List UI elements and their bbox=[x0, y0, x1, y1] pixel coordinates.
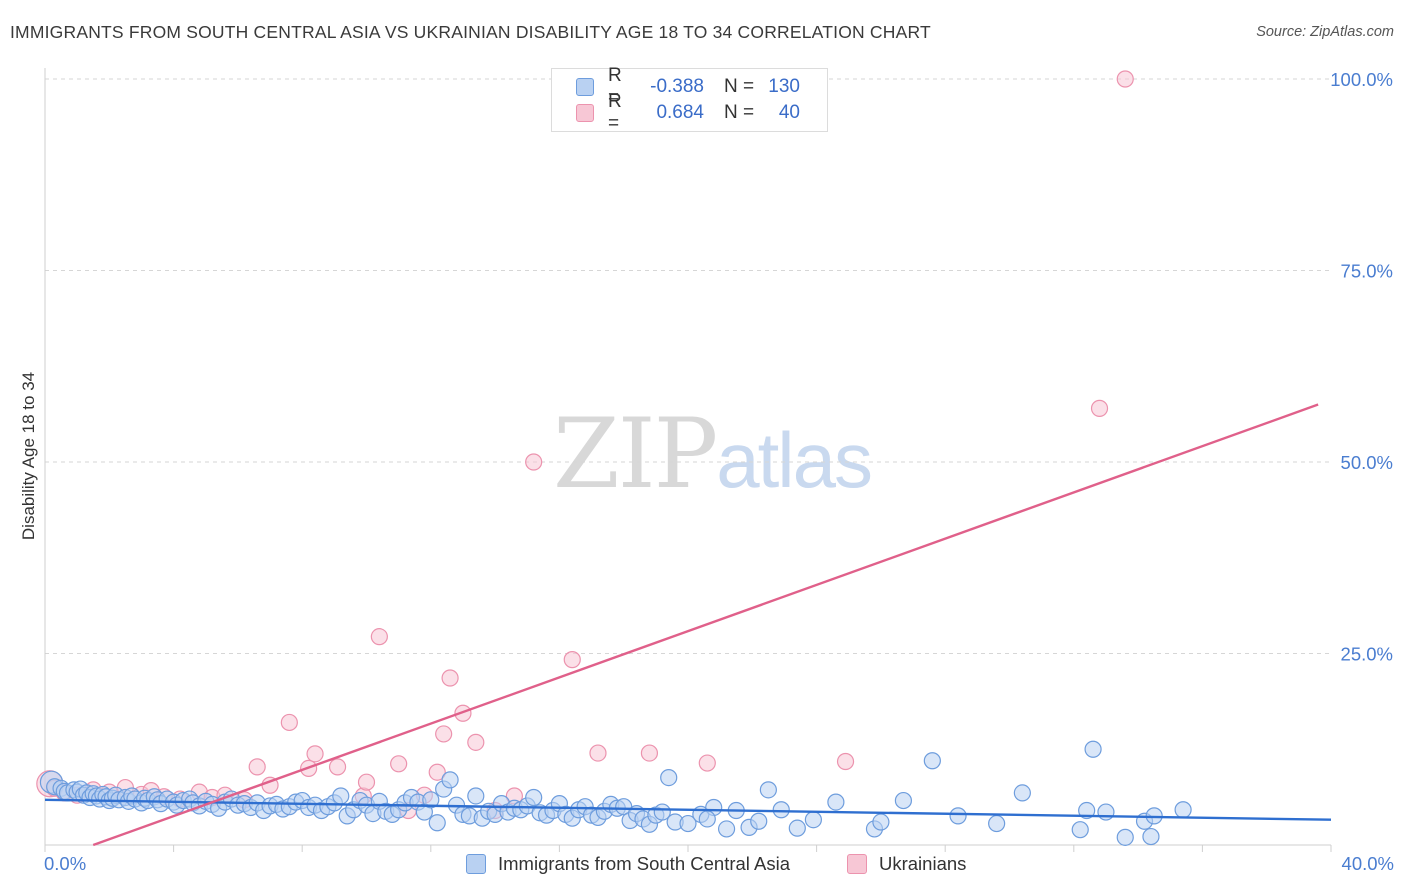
immigrants-point bbox=[894, 791, 913, 810]
y-tick-label: 25.0% bbox=[1341, 644, 1393, 665]
series-label-immigrants: Immigrants from South Central Asia bbox=[498, 853, 790, 874]
series-swatch-blue bbox=[466, 854, 486, 874]
immigrants-point bbox=[717, 820, 736, 838]
immigrants-point bbox=[1084, 740, 1102, 758]
legend-r-value: 0.684 bbox=[656, 102, 704, 123]
ukrainians-point bbox=[435, 725, 453, 743]
immigrants-point bbox=[428, 814, 446, 832]
ukrainians-point bbox=[328, 758, 347, 776]
immigrants-point bbox=[949, 807, 967, 825]
series-swatch-pink bbox=[847, 854, 867, 874]
legend-swatch-blue bbox=[576, 78, 594, 96]
immigrants-point bbox=[872, 813, 890, 831]
legend-n-label: N = bbox=[724, 102, 755, 123]
immigrants-point bbox=[804, 811, 822, 829]
legend-r-label: R = bbox=[608, 91, 622, 134]
immigrants-point bbox=[1013, 784, 1031, 802]
ukrainians-point bbox=[1090, 399, 1109, 417]
immigrants-point bbox=[750, 812, 768, 830]
immigrants-point bbox=[525, 788, 543, 807]
legend-r-label: R = bbox=[608, 65, 622, 108]
axis-labels: 25.0% 50.0% 75.0% 100.0% 0.0% 40.0% Disability… bbox=[19, 69, 1394, 874]
immigrants-point bbox=[467, 787, 485, 805]
immigrants-point bbox=[660, 768, 678, 787]
ukrainians-point bbox=[1116, 70, 1134, 88]
watermark: ZIPatlas bbox=[553, 398, 873, 510]
legend-n-value: 40 bbox=[778, 102, 800, 123]
immigrants-point bbox=[679, 814, 697, 833]
legend-r-value: -0.388 bbox=[650, 76, 704, 97]
ukrainians-point bbox=[390, 755, 408, 773]
ukrainians-point bbox=[428, 763, 446, 781]
ukrainians-point bbox=[441, 669, 459, 687]
correlation-legend: R = -0.388 N = 130 R = 0.684 N = 40 bbox=[551, 65, 828, 134]
immigrants-trend-line bbox=[44, 798, 1332, 821]
immigrants-point bbox=[759, 781, 777, 799]
x-tick-label-min: 0.0% bbox=[44, 853, 86, 874]
ukrainians-point bbox=[467, 733, 485, 751]
y-axis-label: Disability Age 18 to 34 bbox=[19, 372, 38, 540]
ukrainians-points bbox=[36, 70, 1134, 820]
ukrainians-trend-line bbox=[92, 403, 1319, 847]
legend-n-value: 130 bbox=[768, 76, 800, 97]
immigrants-point bbox=[1142, 827, 1160, 846]
chart-title: IMMIGRANTS FROM SOUTH CENTRAL ASIA VS UK… bbox=[10, 22, 931, 42]
watermark-zip: ZIP bbox=[553, 398, 718, 510]
immigrants-point bbox=[772, 801, 790, 819]
legend-row-immigrants: R = -0.388 N = 130 bbox=[576, 65, 800, 108]
x-tick-label-max: 40.0% bbox=[1342, 853, 1394, 874]
immigrants-point bbox=[1071, 821, 1089, 839]
ukrainians-point bbox=[589, 744, 607, 762]
source-label: Source: ZipAtlas.com bbox=[1256, 24, 1394, 40]
immigrants-point bbox=[332, 787, 350, 805]
ukrainians-point bbox=[248, 758, 266, 776]
immigrants-point bbox=[1097, 803, 1115, 821]
trend-lines bbox=[44, 403, 1332, 847]
immigrants-point bbox=[653, 803, 671, 821]
ukrainians-point bbox=[563, 651, 581, 669]
series-legend-ukrainians: Ukrainians bbox=[847, 851, 966, 877]
immigrants-point bbox=[923, 752, 941, 770]
y-tick-label: 75.0% bbox=[1341, 261, 1393, 282]
legend-row-ukrainians: R = 0.684 N = 40 bbox=[576, 91, 800, 134]
grid bbox=[45, 78, 1331, 654]
immigrants-point bbox=[1116, 828, 1134, 846]
ukrainians-point bbox=[836, 752, 855, 771]
immigrants-point bbox=[788, 819, 806, 837]
legend-n-label: N = bbox=[724, 76, 755, 97]
watermark-atlas: atlas bbox=[716, 416, 873, 504]
ukrainians-point bbox=[370, 628, 388, 646]
legend-swatch-pink bbox=[576, 104, 594, 122]
ukrainians-point bbox=[306, 745, 324, 763]
series-legend-immigrants: Immigrants from South Central Asia bbox=[466, 851, 790, 877]
series-label-ukrainians: Ukrainians bbox=[879, 853, 967, 874]
y-tick-label: 100.0% bbox=[1330, 69, 1393, 90]
immigrants-point bbox=[988, 814, 1006, 833]
y-tick-label: 50.0% bbox=[1341, 452, 1393, 473]
immigrants-point bbox=[422, 791, 440, 809]
ukrainians-point bbox=[357, 773, 376, 791]
axes bbox=[44, 68, 1332, 852]
ukrainians-point bbox=[640, 744, 659, 762]
ukrainians-point bbox=[280, 713, 298, 732]
immigrants-point bbox=[827, 793, 845, 811]
immigrants-point bbox=[698, 810, 716, 828]
immigrants-point bbox=[1174, 801, 1192, 819]
ukrainians-point bbox=[698, 754, 716, 772]
ukrainians-point bbox=[525, 453, 543, 471]
immigrants-point bbox=[1078, 801, 1096, 820]
immigrants-point bbox=[441, 771, 459, 789]
